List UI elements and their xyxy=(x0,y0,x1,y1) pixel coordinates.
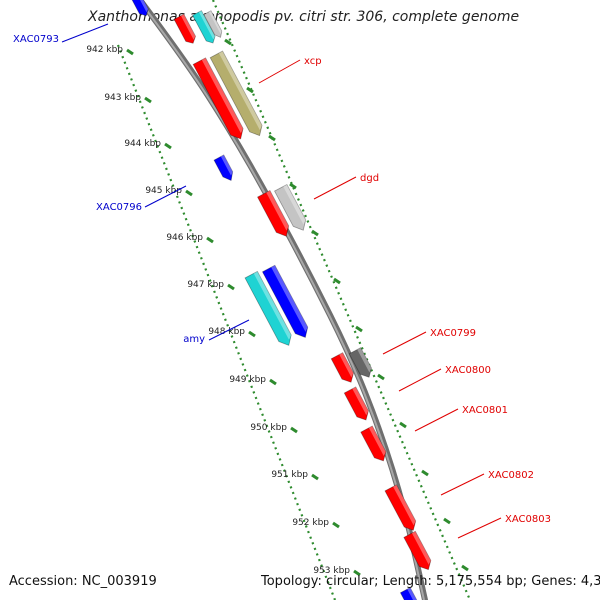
ruler-tick xyxy=(269,378,277,386)
outer-ruler-tick xyxy=(377,373,385,381)
gene-arrow-top-red xyxy=(173,13,196,44)
tick-layer xyxy=(116,0,472,600)
genome-summary-text: Topology: circular; Length: 5,175,554 bp… xyxy=(261,574,600,589)
gene-label-XAC0793[interactable]: XAC0793 xyxy=(13,34,59,45)
gene-arrow-top-gray xyxy=(203,10,223,38)
outer-ruler-tick xyxy=(289,182,297,190)
gene-label-XAC0802[interactable]: XAC0802 xyxy=(488,470,534,481)
outer-ruler-tick xyxy=(268,134,276,142)
ruler-tick xyxy=(185,189,193,197)
gene-arrow-XAC0801 xyxy=(360,425,387,462)
gene-arrow-XAC0803 xyxy=(403,530,432,571)
gene-arrow-bottom-blue xyxy=(399,587,418,600)
label-leader-line xyxy=(440,473,485,496)
ruler-tick xyxy=(353,569,361,577)
ruler-tick xyxy=(311,473,319,481)
label-leader-line xyxy=(457,517,502,539)
gene-label-xcp[interactable]: xcp xyxy=(304,56,322,67)
gene-label-dgd[interactable]: dgd xyxy=(360,173,379,184)
accession-text: Accession: NC_003919 xyxy=(9,574,157,589)
gene-label-XAC0801[interactable]: XAC0801 xyxy=(462,405,508,416)
outer-ruler-tick xyxy=(421,469,429,477)
gene-arrow-xcp xyxy=(192,57,244,140)
gene-arrow-dgd-gray xyxy=(274,183,307,231)
label-leader-line xyxy=(208,319,250,341)
label-layer: 942 kbp 943 kbp 944 kbp 945 kbp 946 kbp 947 k… xyxy=(13,23,551,576)
gene-arrow-XAC0802 xyxy=(384,484,417,531)
gene-label-XAC0803[interactable]: XAC0803 xyxy=(505,514,551,525)
ruler-tick-label: 947 kbp xyxy=(187,280,224,290)
gene-arrow-XAC0800 xyxy=(343,386,369,421)
outer-ruler-tick xyxy=(333,277,341,285)
ruler-tick xyxy=(126,48,134,56)
ruler-tick xyxy=(227,283,235,291)
outer-ruler-tick xyxy=(246,86,254,94)
ruler-tick xyxy=(248,330,256,338)
gene-arrow-XAC0796 xyxy=(213,154,234,182)
backbone-layer xyxy=(137,0,428,600)
ruler-tick xyxy=(206,236,214,244)
ruler-tick-label: 953 kbp xyxy=(313,566,350,576)
gene-arrow-XAC0793-top xyxy=(130,0,149,17)
ruler-tick-label: 949 kbp xyxy=(229,375,266,385)
label-leader-line xyxy=(313,176,357,200)
ruler-tick-label: 948 kbp xyxy=(208,327,245,337)
outer-ruler-tick xyxy=(311,229,319,237)
ruler-tick-label: 950 kbp xyxy=(250,423,287,433)
ruler-tick-label: 945 kbp xyxy=(145,186,182,196)
gene-label-amy[interactable]: amy xyxy=(183,334,205,345)
gene-arrow-top-cyan xyxy=(192,10,216,44)
label-leader-line xyxy=(258,59,301,84)
feature-layer xyxy=(130,0,432,600)
gene-arrow-olive xyxy=(209,50,263,137)
label-leader-line xyxy=(398,368,442,392)
gene-arrow-amy-cyan xyxy=(244,270,292,346)
ruler-tick xyxy=(164,142,172,150)
outer-ruler xyxy=(211,0,472,600)
ruler-tick-label: 946 kbp xyxy=(166,233,203,243)
outer-ruler-tick xyxy=(461,564,469,572)
gene-label-XAC0800[interactable]: XAC0800 xyxy=(445,365,491,376)
ruler-tick-label: 943 kbp xyxy=(104,93,141,103)
gene-arrow-dgd xyxy=(257,189,290,237)
ruler-tick-label: 951 kbp xyxy=(271,470,308,480)
label-leader-line xyxy=(144,185,187,208)
gene-arrow-dark-gray xyxy=(348,347,372,378)
gene-arrow-XAC0799 xyxy=(330,352,354,383)
ruler-tick-label: 942 kbp xyxy=(86,45,123,55)
outer-ruler-tick xyxy=(355,325,363,333)
outer-ruler-tick xyxy=(399,421,407,429)
outer-ruler-tick xyxy=(443,517,451,525)
gene-label-XAC0796[interactable]: XAC0796 xyxy=(96,202,142,213)
ruler-tick-label: 944 kbp xyxy=(124,139,161,149)
gene-arrow-amy xyxy=(261,264,309,338)
label-leader-line xyxy=(414,408,459,432)
label-leader-line xyxy=(61,23,109,43)
ruler-tick xyxy=(144,96,152,104)
gene-label-XAC0799[interactable]: XAC0799 xyxy=(430,328,476,339)
ruler-tick xyxy=(290,426,298,434)
outer-ruler-tick xyxy=(224,38,232,46)
ruler-tick-label: 952 kbp xyxy=(292,518,329,528)
ruler-tick xyxy=(332,521,340,529)
label-leader-line xyxy=(382,331,427,355)
genome-backbone-highlight xyxy=(138,0,425,600)
